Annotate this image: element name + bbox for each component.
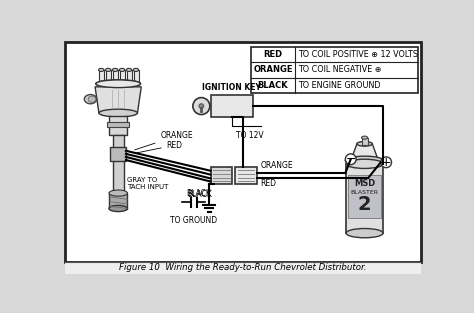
Ellipse shape	[346, 228, 383, 238]
Ellipse shape	[346, 156, 384, 165]
Text: TO COIL POSITIVE ⊕ 12 VOLTS: TO COIL POSITIVE ⊕ 12 VOLTS	[298, 50, 418, 59]
Text: IGNITION KEY: IGNITION KEY	[202, 83, 261, 92]
Ellipse shape	[362, 136, 368, 139]
Bar	[210, 95, 253, 117]
Ellipse shape	[112, 68, 118, 71]
Text: GRAY TO
TACH INPUT: GRAY TO TACH INPUT	[128, 177, 169, 190]
Text: TO 12V: TO 12V	[236, 131, 263, 140]
Bar	[108, 122, 129, 127]
Text: TO GROUND: TO GROUND	[170, 216, 217, 225]
Ellipse shape	[109, 190, 128, 196]
Text: TO ENGINE GROUND: TO ENGINE GROUND	[298, 81, 380, 90]
Text: RED: RED	[264, 50, 283, 59]
Bar	[348, 175, 381, 218]
Bar	[120, 70, 125, 84]
Text: RED: RED	[261, 179, 277, 188]
Ellipse shape	[84, 95, 97, 104]
Text: ORANGE: ORANGE	[253, 65, 293, 74]
Ellipse shape	[109, 205, 128, 212]
Bar	[65, 262, 421, 274]
Bar	[113, 70, 118, 84]
Circle shape	[346, 154, 356, 165]
Bar	[362, 138, 368, 145]
Bar	[109, 193, 128, 208]
Text: BLACK: BLACK	[188, 190, 212, 199]
Ellipse shape	[99, 68, 104, 71]
Text: RED: RED	[135, 141, 182, 153]
Circle shape	[381, 157, 392, 168]
Text: 2: 2	[358, 195, 372, 214]
Text: TO COIL NEGATIVE ⊕: TO COIL NEGATIVE ⊕	[298, 65, 381, 74]
Circle shape	[193, 98, 210, 115]
Bar	[113, 135, 124, 193]
Bar	[109, 116, 128, 135]
Polygon shape	[95, 87, 141, 113]
Bar	[110, 147, 126, 161]
Text: ORANGE: ORANGE	[261, 161, 293, 170]
Text: BLASTER: BLASTER	[351, 190, 379, 195]
Text: −: −	[346, 153, 356, 166]
Text: ORANGE: ORANGE	[135, 131, 193, 150]
Ellipse shape	[126, 68, 132, 71]
Ellipse shape	[96, 80, 140, 88]
Bar	[99, 70, 104, 84]
Ellipse shape	[119, 68, 125, 71]
Ellipse shape	[99, 109, 137, 117]
Bar	[134, 70, 139, 84]
Circle shape	[199, 104, 204, 108]
Ellipse shape	[96, 80, 140, 88]
Bar	[235, 167, 257, 184]
Text: BLACK: BLACK	[258, 81, 288, 90]
Text: MSD: MSD	[354, 179, 375, 187]
Bar	[127, 70, 132, 84]
Bar	[251, 47, 418, 93]
Ellipse shape	[88, 96, 96, 102]
Text: Figure 10  Wiring the Ready-to-Run Chevrolet Distributor.: Figure 10 Wiring the Ready-to-Run Chevro…	[119, 263, 367, 272]
Ellipse shape	[106, 68, 111, 71]
Text: +: +	[381, 156, 392, 169]
Polygon shape	[351, 144, 378, 161]
Ellipse shape	[346, 159, 383, 168]
Bar	[346, 164, 383, 233]
Bar	[210, 167, 232, 184]
Bar	[106, 70, 111, 84]
Ellipse shape	[357, 141, 372, 146]
Ellipse shape	[133, 68, 138, 71]
Text: BLACK: BLACK	[186, 189, 211, 198]
